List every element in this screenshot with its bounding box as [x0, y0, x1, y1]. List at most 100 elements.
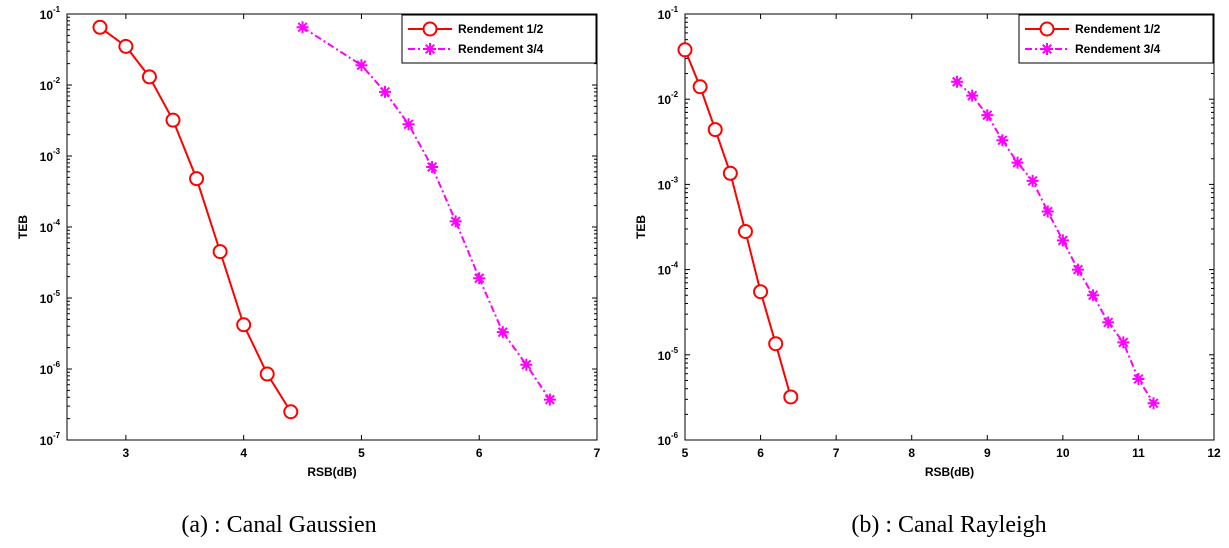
plot-frame	[66, 13, 598, 441]
x-axis-label: RSB(dB)	[925, 465, 974, 479]
legend-label: Rendement 3/4	[1075, 42, 1161, 56]
caption-rayleigh: (b) : Canal Rayleigh	[851, 512, 1046, 538]
data-point	[379, 85, 391, 98]
data-point	[1132, 372, 1145, 385]
data-point	[1011, 156, 1024, 169]
y-tick-label-base: 10	[40, 363, 54, 377]
x-axis-label: RSB(dB)	[307, 465, 356, 479]
data-point	[473, 272, 486, 285]
legend-label: Rendement 1/2	[1075, 22, 1161, 36]
data-point	[692, 79, 708, 95]
y-tick-label-exp: -1	[53, 5, 61, 14]
legend-label: Rendement 1/2	[458, 22, 544, 36]
data-point	[1102, 316, 1115, 329]
y-axis-label: TEB	[16, 215, 30, 239]
data-point	[981, 109, 994, 122]
y-axis-label: TEB	[634, 215, 648, 239]
data-point	[426, 160, 439, 173]
y-tick-label-base: 10	[658, 264, 672, 278]
x-tick-label: 5	[358, 446, 365, 460]
y-tick-label-exp: -2	[671, 90, 679, 99]
y-tick-label-exp: -4	[53, 218, 61, 227]
series-line-rate-three-quarters	[302, 26, 551, 401]
data-point	[996, 134, 1009, 147]
y-tick-label-base: 10	[40, 221, 54, 235]
data-point	[783, 389, 799, 405]
data-point	[722, 165, 738, 181]
data-point	[1041, 205, 1054, 218]
data-point	[737, 224, 753, 240]
data-point	[1041, 43, 1053, 55]
y-tick-label-base: 10	[658, 178, 672, 192]
data-point	[449, 215, 462, 228]
y-tick-label-base: 10	[658, 434, 672, 448]
data-point	[496, 326, 509, 339]
data-point	[1147, 397, 1160, 410]
data-point	[677, 42, 693, 58]
data-point	[1087, 289, 1100, 302]
x-tick-label: 7	[833, 446, 840, 460]
x-tick-label: 11	[1132, 446, 1145, 460]
y-tick-label-base: 10	[658, 93, 672, 107]
y-tick-label-exp: -1	[671, 5, 679, 14]
x-tick-label: 12	[1207, 446, 1221, 460]
x-tick-label: 9	[984, 446, 991, 460]
data-point	[1071, 263, 1084, 276]
data-point	[520, 358, 533, 371]
data-point	[236, 317, 252, 333]
y-tick-label-exp: -5	[53, 289, 61, 298]
legend-label: Rendement 3/4	[458, 42, 544, 56]
data-point	[707, 122, 723, 138]
y-tick-label-base: 10	[40, 434, 54, 448]
data-point	[1056, 234, 1069, 247]
x-tick-label: 7	[594, 446, 601, 460]
data-point	[92, 19, 108, 35]
data-point	[141, 69, 157, 85]
y-tick-label-exp: -7	[53, 431, 61, 440]
legend: Rendement 1/2 Rendement 3/4	[401, 14, 597, 64]
series-line-rate-half	[684, 49, 792, 398]
y-tick-label-base: 10	[658, 349, 672, 363]
x-tick-label: 10	[1056, 446, 1070, 460]
y-tick-label-base: 10	[40, 8, 54, 22]
y-tick-label-exp: -5	[671, 346, 679, 355]
y-tick-label-base: 10	[40, 292, 54, 306]
data-point	[402, 118, 415, 131]
data-point	[424, 43, 436, 55]
data-point	[118, 38, 134, 54]
data-point	[355, 59, 368, 72]
plot-frame	[684, 13, 1215, 441]
data-point	[1026, 174, 1039, 187]
y-tick-label-exp: -2	[53, 76, 61, 85]
data-point	[768, 336, 784, 352]
y-tick-label-base: 10	[40, 79, 54, 93]
data-point	[966, 89, 979, 102]
data-point	[212, 244, 228, 260]
chart-gaussian-channel: 3 4 5 6 710-110-210-310-410-510-610 -7RSB(dB)…	[16, 5, 601, 479]
data-point	[259, 366, 275, 382]
data-point	[296, 21, 309, 34]
x-tick-label: 8	[908, 446, 915, 460]
legend-marker	[422, 21, 438, 37]
y-tick-label-exp: -3	[53, 147, 61, 156]
data-point	[189, 171, 205, 187]
y-tick-label-base: 10	[40, 150, 54, 164]
y-tick-label-exp: -6	[53, 360, 61, 369]
x-tick-label: 6	[757, 446, 764, 460]
legend-marker	[1039, 21, 1055, 37]
x-tick-label: 4	[240, 446, 247, 460]
data-point	[283, 404, 299, 420]
data-point	[543, 393, 556, 406]
y-tick-label-exp: -4	[671, 261, 679, 270]
caption-gaussian: (a) : Canal Gaussien	[181, 512, 376, 538]
y-tick-label-exp: -6	[671, 431, 679, 440]
x-tick-label: 6	[476, 446, 483, 460]
data-point	[1117, 336, 1130, 349]
y-tick-label-exp: -3	[671, 175, 679, 184]
data-point	[951, 75, 964, 88]
data-point	[753, 284, 769, 300]
legend: Rendement 1/2 Rendement 3/4	[1018, 14, 1214, 64]
x-tick-label: 3	[123, 446, 130, 460]
